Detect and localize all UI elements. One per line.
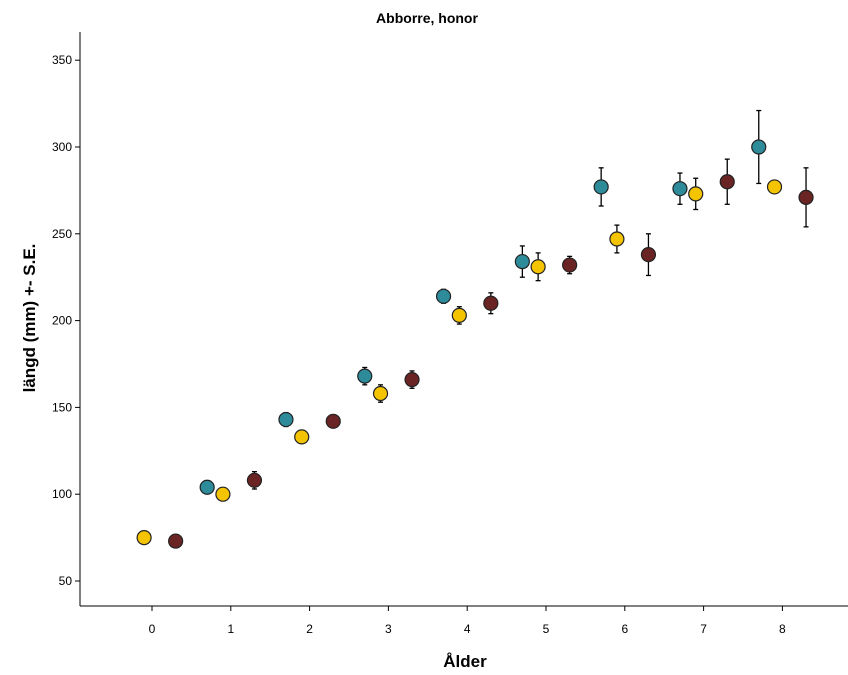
x-axis-label: Ålder bbox=[443, 652, 487, 671]
data-point bbox=[719, 174, 735, 190]
y-tick-label: 350 bbox=[52, 53, 72, 67]
data-point bbox=[609, 231, 625, 247]
x-tick-label: 6 bbox=[621, 622, 628, 636]
data-point bbox=[435, 288, 452, 304]
data-point bbox=[672, 181, 688, 197]
y-axis-label: längd (mm) +- S.E. bbox=[20, 244, 39, 393]
data-point bbox=[278, 411, 294, 428]
data-point bbox=[530, 259, 546, 275]
data-point bbox=[798, 189, 814, 205]
y-axis-ticks: 50 100 150 200 250 300 350 bbox=[52, 53, 80, 588]
x-tick-label: 7 bbox=[700, 622, 707, 636]
data-point bbox=[168, 533, 184, 549]
x-tick-label: 4 bbox=[464, 622, 471, 636]
data-point bbox=[246, 472, 263, 488]
data-point bbox=[136, 529, 152, 546]
x-tick-label: 0 bbox=[149, 622, 156, 636]
data-point bbox=[215, 486, 231, 502]
y-tick-label: 200 bbox=[52, 314, 72, 328]
data-point bbox=[688, 186, 704, 202]
data-point bbox=[640, 247, 657, 263]
chart-title: Abborre, honor bbox=[376, 10, 478, 26]
data-point bbox=[294, 429, 310, 445]
y-tick-label: 100 bbox=[52, 487, 72, 501]
x-tick-label: 2 bbox=[306, 622, 313, 636]
x-axis-ticks: 0 1 2 3 4 5 6 7 8 bbox=[149, 606, 786, 636]
y-tick-label: 150 bbox=[52, 400, 72, 414]
x-tick-label: 3 bbox=[385, 622, 392, 636]
data-point bbox=[483, 295, 499, 311]
data-point bbox=[325, 413, 341, 429]
x-tick-label: 1 bbox=[227, 622, 234, 636]
y-tick-label: 50 bbox=[59, 574, 73, 588]
data-point bbox=[593, 179, 609, 195]
data-point bbox=[751, 139, 767, 155]
data-point bbox=[562, 257, 578, 273]
data-point bbox=[451, 307, 467, 323]
y-tick-label: 250 bbox=[52, 227, 72, 241]
data-point bbox=[404, 372, 420, 388]
data-point bbox=[514, 253, 530, 270]
data-point bbox=[372, 385, 389, 402]
data-point bbox=[766, 179, 783, 195]
data-point bbox=[199, 479, 215, 495]
data-point bbox=[357, 368, 373, 384]
data-points bbox=[136, 109, 814, 549]
x-tick-label: 5 bbox=[543, 622, 550, 636]
y-tick-label: 300 bbox=[52, 140, 72, 154]
x-tick-label: 8 bbox=[779, 622, 786, 636]
